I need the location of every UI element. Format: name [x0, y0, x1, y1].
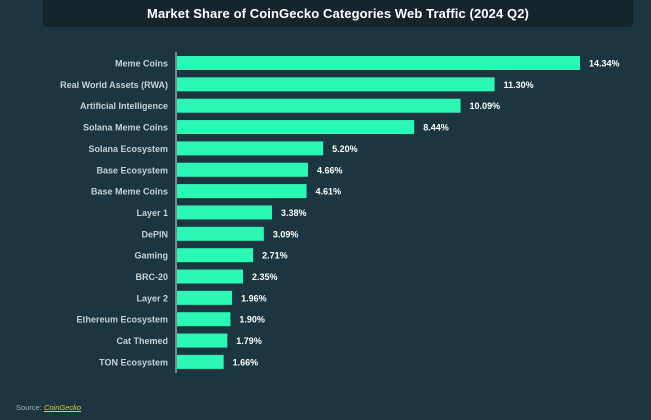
bar	[177, 56, 580, 70]
bar	[177, 162, 308, 177]
value-label: 2.35%	[252, 272, 278, 282]
category-label: Solana Ecosystem	[88, 144, 168, 154]
chart-title: Market Share of CoinGecko Categories Web…	[147, 6, 529, 21]
bar	[177, 184, 307, 199]
category-label: Layer 1	[136, 208, 168, 218]
bar	[177, 333, 228, 348]
category-label: Layer 2	[136, 293, 168, 303]
bar	[177, 354, 224, 369]
value-label: 3.09%	[273, 229, 299, 239]
value-label: 1.66%	[233, 357, 259, 367]
source-note: Source: CoinGecko	[16, 403, 81, 412]
category-label: BRC-20	[135, 272, 168, 282]
bar	[177, 98, 461, 113]
category-label: DePIN	[141, 229, 168, 239]
value-label: 4.66%	[317, 165, 343, 175]
bar	[177, 248, 254, 263]
value-label: 11.30%	[504, 80, 534, 90]
bar	[177, 205, 272, 220]
source-label: Source:	[16, 403, 42, 412]
value-label: 5.20%	[332, 144, 358, 154]
value-label: 1.79%	[236, 336, 262, 346]
value-label: 8.44%	[423, 123, 449, 133]
bar	[177, 120, 415, 135]
category-label: Real World Assets (RWA)	[60, 80, 168, 90]
value-label: 3.38%	[281, 208, 307, 218]
category-label: Ethereum Ecosystem	[76, 315, 168, 325]
bar	[177, 312, 231, 327]
category-label: Base Meme Coins	[91, 187, 168, 197]
value-label: 4.61%	[316, 187, 342, 197]
value-label: 1.96%	[241, 293, 267, 303]
bar	[177, 141, 324, 156]
category-label: Solana Meme Coins	[83, 123, 168, 133]
bar	[177, 226, 264, 241]
value-label: 14.34%	[589, 59, 620, 69]
value-label: 2.71%	[262, 251, 288, 261]
bar	[177, 290, 233, 305]
value-label: 10.09%	[470, 101, 501, 111]
category-label: Cat Themed	[116, 336, 168, 346]
category-label: Gaming	[134, 251, 168, 261]
bar	[177, 269, 244, 284]
bar-chart: Meme Coins 14.34% Real World Assets (RWA) 1…	[60, 52, 620, 373]
category-label: TON Ecosystem	[99, 357, 168, 367]
value-label: 1.90%	[239, 315, 265, 325]
source-link[interactable]: CoinGecko	[43, 403, 82, 412]
bar	[177, 77, 495, 92]
category-label: Meme Coins	[115, 59, 168, 69]
chart-title-bar: Market Share of CoinGecko Categories Web…	[43, 0, 633, 27]
category-label: Artificial Intelligence	[80, 101, 168, 111]
category-label: Base Ecosystem	[96, 165, 168, 175]
